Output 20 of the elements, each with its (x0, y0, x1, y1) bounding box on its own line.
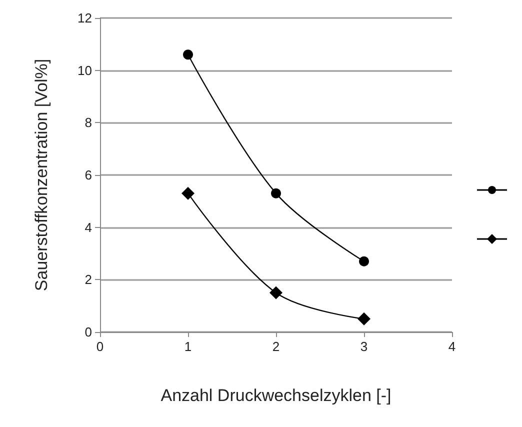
x-tick-label: 1 (184, 339, 192, 354)
y-tick-label: 4 (84, 220, 92, 235)
point (270, 286, 282, 300)
y-tick-label: 8 (84, 115, 92, 130)
y-tick-label: 2 (84, 272, 92, 288)
x-tick-label: 4 (448, 339, 456, 354)
x-tick-label: 0 (96, 339, 104, 354)
y-axis-title: Sauerstoffkonzentration [Vol%] (32, 58, 51, 292)
point (271, 188, 281, 198)
y-tick-label: 10 (78, 62, 92, 78)
y-tick-label: 0 (84, 324, 92, 340)
x-tick-label: 2 (272, 339, 280, 354)
x-tick-label: 3 (360, 339, 368, 354)
point (183, 50, 193, 60)
point (358, 312, 370, 326)
point (182, 186, 194, 200)
y-tick-label: 6 (84, 168, 92, 182)
point (359, 256, 369, 266)
x-axis-title: Anzahl Druckwechselzyklen [-] (160, 386, 392, 405)
y-tick-label: 12 (78, 10, 92, 26)
